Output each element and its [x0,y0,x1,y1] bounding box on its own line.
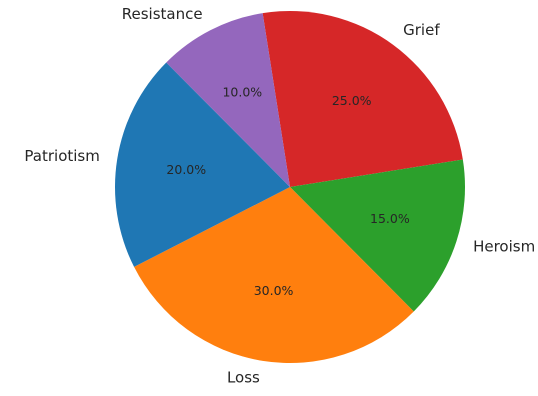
pie-slice-heroism [290,159,466,312]
slice-label-resistance: Resistance [122,5,203,23]
pct-label-resistance: 10.0% [222,84,262,99]
pct-label-heroism: 15.0% [370,211,410,226]
pct-label-grief: 25.0% [332,93,372,108]
slice-label-heroism: Heroism [473,237,535,255]
pie-slice-resistance [166,13,290,187]
slice-label-patriotism: Patriotism [24,147,99,165]
pie-labels: Grief 25.0% Heroism 15.0% Loss 30.0% Patriotis… [24,5,535,387]
pct-label-loss: 30.0% [254,283,294,298]
pie-slice-grief [262,11,463,188]
pie-slice-loss [134,187,414,364]
pie-slice-patriotism [115,62,290,267]
pct-label-patriotism: 20.0% [166,162,206,177]
pie-slices [115,11,466,364]
slice-label-loss: Loss [227,369,260,387]
slice-label-grief: Grief [403,21,440,39]
